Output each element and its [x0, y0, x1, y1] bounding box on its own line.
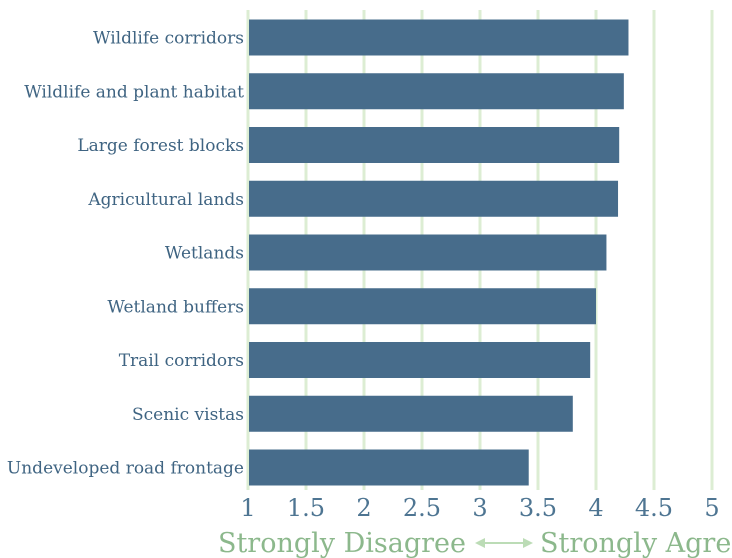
- bar: [249, 395, 573, 432]
- bar: [249, 180, 619, 217]
- double-arrow-icon: [475, 538, 533, 548]
- bar: [249, 288, 596, 325]
- category-label: Undeveloped road frontage: [7, 459, 244, 479]
- x-tick-label: 1.5: [287, 494, 325, 522]
- bars: [249, 19, 629, 486]
- bar: [249, 449, 529, 486]
- bar: [249, 19, 629, 56]
- x-tick-label: 1: [240, 494, 255, 522]
- category-label: Large forest blocks: [77, 136, 244, 156]
- x-axis-caption: Strongly Disagree Strongly Agree: [218, 528, 732, 558]
- category-label: Trail corridors: [119, 351, 244, 371]
- x-tick-label: 3.5: [519, 494, 557, 522]
- category-label: Wildlife and plant habitat: [24, 82, 244, 102]
- x-axis-label-right: Strongly Agree: [540, 528, 732, 558]
- x-tick-label: 2: [356, 494, 371, 522]
- category-label: Scenic vistas: [132, 405, 244, 425]
- x-tick-label: 4.5: [635, 494, 673, 522]
- category-labels: Wildlife corridors Wildlife and plant hab…: [7, 29, 244, 479]
- x-tick-labels: 1 1.5 2 2.5 3 3.5 4 4.5 5: [240, 494, 719, 522]
- category-label: Wildlife corridors: [93, 29, 244, 49]
- x-axis-label-left: Strongly Disagree: [218, 528, 466, 558]
- bar: [249, 73, 624, 110]
- x-tick-label: 5: [704, 494, 719, 522]
- category-label: Wetland buffers: [107, 297, 244, 317]
- category-label: Agricultural lands: [87, 190, 244, 210]
- bar: [249, 127, 620, 163]
- bar: [249, 234, 607, 271]
- bar: [249, 342, 591, 378]
- x-tick-label: 4: [588, 494, 603, 522]
- x-tick-label: 2.5: [403, 494, 441, 522]
- x-tick-label: 3: [472, 494, 487, 522]
- category-label: Wetlands: [165, 244, 244, 264]
